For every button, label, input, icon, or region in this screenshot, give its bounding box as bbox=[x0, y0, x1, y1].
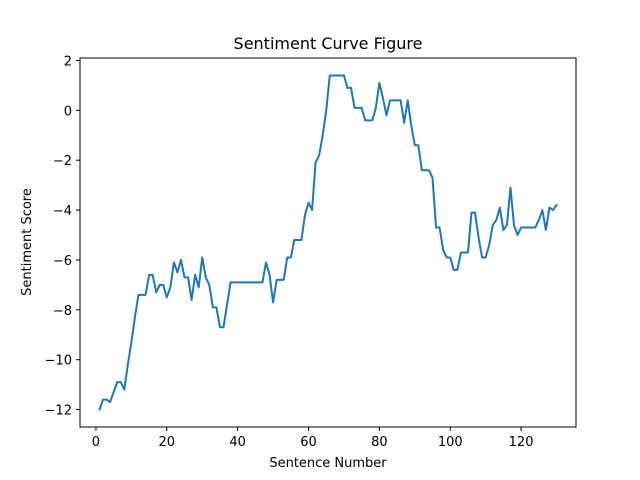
chart-title: Sentiment Curve Figure bbox=[234, 34, 423, 53]
y-tick-label: 0 bbox=[64, 104, 72, 119]
sentiment-series-line bbox=[98, 74, 558, 411]
y-tick-label: −12 bbox=[45, 404, 72, 419]
x-tick-label: 0 bbox=[92, 435, 100, 450]
x-tick-label: 120 bbox=[509, 435, 534, 450]
x-tick-label: 60 bbox=[300, 435, 317, 450]
x-tick-label: 20 bbox=[159, 435, 176, 450]
y-tick-label: 2 bbox=[64, 54, 72, 69]
x-tick-label: 100 bbox=[438, 435, 463, 450]
y-axis-ticks: −12 −10 −8 −6 −4 −2 0 2 bbox=[45, 54, 80, 419]
x-axis-ticks: 0 20 40 60 80 100 120 bbox=[92, 427, 534, 450]
y-axis-label: Sentiment Score bbox=[20, 188, 35, 296]
y-tick-label: −8 bbox=[53, 304, 72, 319]
y-tick-label: −10 bbox=[45, 354, 72, 369]
plot-area bbox=[79, 57, 577, 428]
y-tick-label: −4 bbox=[53, 204, 72, 219]
x-tick-label: 80 bbox=[371, 435, 388, 450]
x-axis-label: Sentence Number bbox=[269, 456, 387, 471]
y-tick-label: −2 bbox=[53, 154, 72, 169]
plot-frame bbox=[79, 57, 577, 428]
y-tick-label: −6 bbox=[53, 254, 72, 269]
x-tick-label: 40 bbox=[229, 435, 246, 450]
